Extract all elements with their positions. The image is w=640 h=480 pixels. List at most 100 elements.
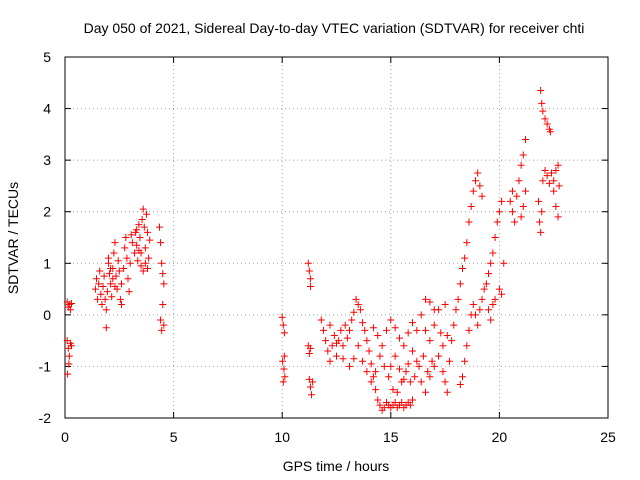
- data-point: [128, 239, 136, 247]
- y-tick-label: 0: [43, 307, 51, 323]
- data-point: [380, 404, 388, 412]
- data-point: [146, 236, 154, 244]
- data-point: [328, 342, 336, 350]
- data-point: [469, 187, 477, 195]
- data-point: [537, 87, 545, 95]
- data-point: [160, 280, 168, 288]
- data-point: [137, 262, 145, 270]
- data-point: [115, 267, 123, 275]
- data-point: [411, 373, 419, 381]
- plot-frame: [64, 56, 609, 419]
- data-point: [121, 244, 129, 252]
- data-point: [339, 342, 347, 350]
- data-point: [107, 280, 115, 288]
- data-point: [380, 362, 388, 370]
- data-point: [127, 231, 135, 239]
- data-point: [413, 326, 421, 334]
- data-point: [398, 399, 406, 407]
- data-point: [519, 203, 527, 211]
- data-point: [465, 218, 473, 226]
- y-tick-label: 2: [43, 204, 51, 220]
- data-point: [140, 223, 148, 231]
- data-point: [352, 295, 360, 303]
- data-point: [376, 352, 384, 360]
- data-point: [430, 321, 438, 329]
- data-point: [508, 187, 516, 195]
- data-point: [157, 316, 165, 324]
- data-point: [495, 208, 503, 216]
- data-point: [133, 226, 141, 234]
- data-point: [337, 326, 345, 334]
- data-point: [476, 306, 484, 314]
- data-point: [415, 362, 423, 370]
- data-point: [472, 177, 480, 185]
- data-point: [543, 172, 551, 180]
- data-point: [448, 337, 456, 345]
- data-point: [326, 357, 334, 365]
- data-point: [125, 288, 133, 296]
- data-point: [545, 179, 553, 187]
- data-point: [391, 399, 399, 407]
- data-point: [65, 352, 73, 360]
- data-point: [538, 208, 546, 216]
- data-point: [513, 192, 521, 200]
- data-point: [485, 270, 493, 278]
- data-point: [309, 378, 317, 386]
- data-point: [65, 360, 73, 368]
- data-point: [317, 316, 325, 324]
- data-point: [495, 285, 503, 293]
- data-point: [319, 326, 327, 334]
- data-point: [426, 373, 434, 381]
- data-point: [369, 324, 377, 332]
- data-point: [133, 241, 141, 249]
- data-point: [378, 342, 386, 350]
- data-point: [491, 295, 499, 303]
- data-point: [306, 275, 314, 283]
- data-point: [91, 285, 99, 293]
- data-point: [478, 192, 486, 200]
- data-point: [395, 365, 403, 373]
- data-point: [341, 321, 349, 329]
- data-point: [443, 331, 451, 339]
- data-point: [359, 319, 367, 327]
- data-point: [308, 391, 316, 399]
- data-point: [114, 257, 122, 265]
- data-point: [439, 368, 447, 376]
- data-point: [92, 275, 100, 283]
- data-point: [515, 177, 523, 185]
- data-point: [350, 308, 358, 316]
- data-point: [279, 321, 287, 329]
- data-point: [94, 295, 102, 303]
- data-point: [103, 288, 111, 296]
- data-point: [106, 270, 114, 278]
- data-point: [539, 177, 547, 185]
- data-point: [305, 350, 313, 358]
- data-point: [555, 182, 563, 190]
- data-point: [454, 295, 462, 303]
- data-point: [387, 362, 395, 370]
- data-point: [136, 234, 144, 241]
- data-point: [354, 342, 362, 350]
- data-point: [144, 228, 152, 236]
- y-tick-label: -1: [39, 358, 52, 374]
- data-point: [443, 388, 451, 396]
- data-point: [541, 166, 549, 174]
- data-point: [333, 339, 340, 347]
- data-point: [339, 355, 347, 363]
- data-point: [108, 293, 116, 301]
- data-point: [95, 280, 103, 288]
- data-point: [467, 203, 475, 211]
- data-point: [135, 246, 143, 254]
- data-point: [142, 210, 150, 218]
- data-point: [361, 326, 369, 334]
- data-point: [354, 301, 362, 309]
- data-point: [124, 275, 132, 283]
- data-point: [500, 259, 508, 267]
- data-point: [511, 218, 519, 226]
- data-point: [324, 347, 332, 355]
- data-point: [326, 321, 334, 329]
- data-point: [158, 259, 166, 267]
- data-point: [374, 331, 382, 339]
- data-point: [428, 357, 436, 365]
- data-point: [400, 375, 408, 383]
